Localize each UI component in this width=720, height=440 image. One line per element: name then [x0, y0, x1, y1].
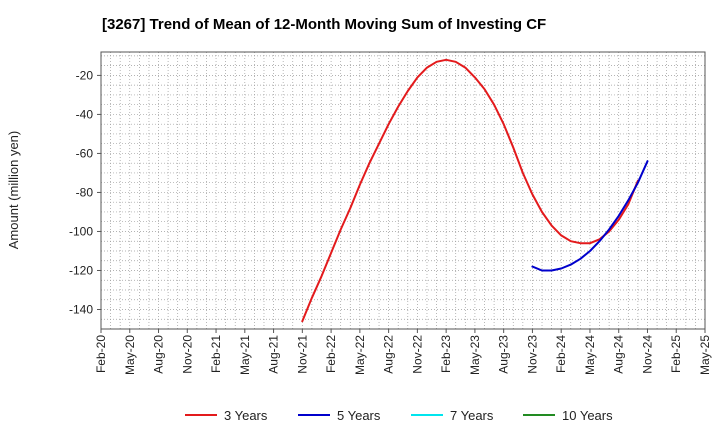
- x-tick-label: Aug-24: [612, 335, 626, 374]
- x-tick-label: Feb-23: [439, 335, 453, 373]
- y-axis-ticks: -20 -40 -60 -80 -100 -120 -140: [69, 68, 101, 316]
- y-tick-label: -60: [76, 146, 94, 160]
- series-lines: [301, 58, 649, 323]
- x-tick-label: Aug-20: [152, 335, 166, 374]
- series-line-3-years: [301, 58, 639, 323]
- plot-area-background: [101, 52, 705, 329]
- chart-title: [3267] Trend of Mean of 12-Month Moving …: [102, 16, 547, 33]
- y-tick-label: -100: [69, 224, 93, 238]
- legend: 3 Years 5 Years 7 Years 10 Years: [185, 408, 613, 423]
- x-tick-label: Aug-23: [497, 335, 511, 374]
- x-tick-label: Feb-25: [669, 335, 683, 373]
- x-tick-label: Feb-22: [324, 335, 338, 373]
- x-tick-label: Aug-21: [267, 335, 281, 374]
- x-tick-label: Nov-24: [640, 335, 654, 374]
- x-tick-label: Feb-21: [209, 335, 223, 373]
- x-tick-label: Feb-24: [554, 335, 568, 373]
- x-tick-label: May-24: [583, 335, 597, 375]
- x-tick-label: Nov-21: [295, 335, 309, 374]
- x-tick-label: May-22: [353, 335, 367, 375]
- x-axis-ticks: Feb-20 May-20 Aug-20 Nov-20 Feb-21 May-21 Aug-…: [94, 329, 712, 375]
- x-tick-label: May-21: [238, 335, 252, 375]
- x-tick-label: Nov-20: [180, 335, 194, 374]
- legend-label: 7 Years: [450, 408, 494, 423]
- series-line-5-years: [531, 160, 649, 272]
- y-tick-label: -40: [76, 107, 94, 121]
- x-tick-label: May-20: [123, 335, 137, 375]
- x-tick-label: Aug-22: [382, 335, 396, 374]
- x-tick-label: Nov-22: [410, 335, 424, 374]
- y-axis-title: Amount (million yen): [6, 131, 21, 250]
- legend-label: 5 Years: [337, 408, 381, 423]
- y-tick-label: -120: [69, 263, 93, 277]
- x-tick-label: Nov-23: [525, 335, 539, 374]
- legend-label: 10 Years: [562, 408, 613, 423]
- x-tick-label: Feb-20: [94, 335, 108, 373]
- x-tick-label: May-23: [468, 335, 482, 375]
- plot-area-border: [100, 51, 706, 330]
- y-tick-label: -80: [76, 185, 94, 199]
- y-tick-label: -140: [69, 302, 93, 316]
- x-tick-label: May-25: [698, 335, 712, 375]
- y-tick-label: -20: [76, 68, 94, 82]
- legend-label: 3 Years: [224, 408, 268, 423]
- grid-lines: [101, 52, 705, 329]
